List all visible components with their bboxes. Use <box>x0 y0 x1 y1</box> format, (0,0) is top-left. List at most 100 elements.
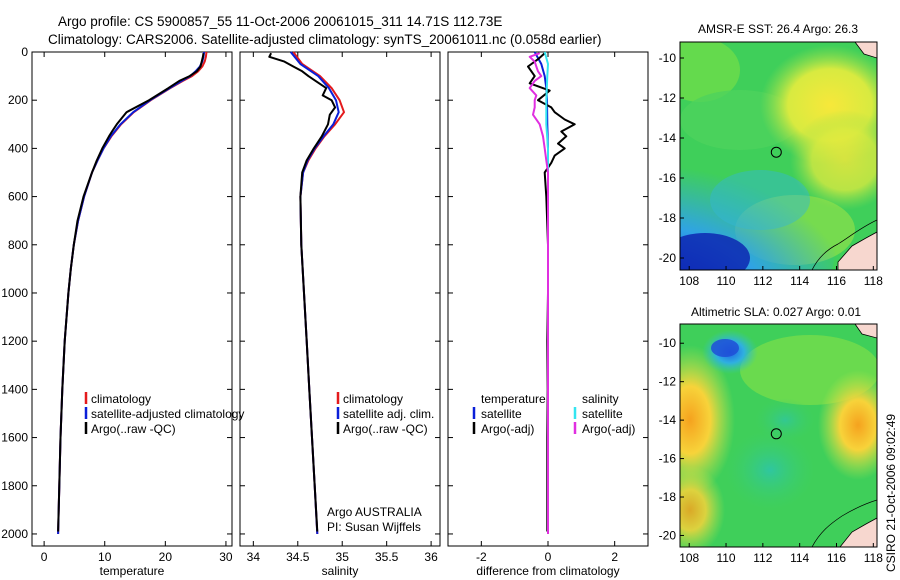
legend-label-temp-argo: Argo(-adj) <box>481 422 534 436</box>
x-tick-label: 2 <box>611 550 618 564</box>
temperature-xlabel: temperature <box>100 564 165 578</box>
series-line-climatology <box>57 51 208 535</box>
argo-australia-label: Argo AUSTRALIA <box>327 505 422 519</box>
series-line-argo-raw-qc- <box>57 53 205 532</box>
sla-heatmap <box>680 324 877 547</box>
y-tick-label: 400 <box>8 141 28 155</box>
map-y-tick-label: -14 <box>659 413 677 427</box>
legend-label-satellite: satellite-adjusted climatology <box>91 407 244 421</box>
salinity-ticks: 34 34.5 35 35.5 36 <box>240 51 440 564</box>
map-x-tick-label: 116 <box>827 274 846 288</box>
legend-header-temperature: temperature <box>481 392 546 406</box>
series-line-salinity-argo-adj- <box>528 52 549 534</box>
map-y-tick-label: -20 <box>659 251 677 265</box>
map-x-tick-label: 108 <box>679 551 699 565</box>
series-line-temperature-argo-adj- <box>527 52 576 532</box>
sst-map-panel: AMSR-E SST: 26.4 Argo: 26.3 108 110 112 114… <box>659 22 884 288</box>
series-line-climatology <box>292 51 345 535</box>
map-x-tick-label: 110 <box>716 551 735 565</box>
sla-map-panel: Altimetric SLA: 0.027 Argo: 0.01 108 110 1… <box>659 305 884 565</box>
temperature-panel: 0 10 20 30 0 200 400 600 800 1000 1200 1400 1600 1800… <box>1 45 244 578</box>
salinity-legend: climatology satellite adj. clim. Argo(..… <box>336 392 434 436</box>
difference-xlabel: difference from climatology <box>476 564 619 578</box>
figure-title-line1: Argo profile: CS 5900857_55 11-Oct-2006 … <box>58 14 502 29</box>
y-tick-label: 200 <box>8 93 28 107</box>
x-tick-label: 35.5 <box>375 550 399 564</box>
legend-label-climatology: climatology <box>343 392 403 406</box>
x-tick-label: 0 <box>545 550 552 564</box>
temperature-lines <box>57 51 208 535</box>
legend-label-argo: Argo(..raw -QC) <box>343 422 428 436</box>
sla-argo-marker <box>770 428 782 440</box>
sst-map-frame <box>679 41 878 271</box>
map-x-tick-label: 112 <box>753 551 772 565</box>
series-line-argo-raw-qc- <box>268 52 337 532</box>
salinity-panel: 34 34.5 35 35.5 36 salinity climatology sate… <box>239 51 441 578</box>
legend-label-climatology: climatology <box>91 392 151 406</box>
map-x-tick-label: 118 <box>864 274 883 288</box>
legend-label-argo: Argo(..raw -QC) <box>91 422 176 436</box>
map-y-tick-label: -16 <box>659 452 677 466</box>
map-y-tick-label: -18 <box>659 490 677 504</box>
x-tick-label: 0 <box>41 550 48 564</box>
y-tick-label: 1200 <box>1 334 28 348</box>
x-tick-label: 34 <box>247 550 261 564</box>
series-line-satellite-adj-clim- <box>289 51 340 535</box>
difference-panel: -2 0 2 difference from climatology tempera… <box>447 51 649 578</box>
map-y-tick-label: -10 <box>659 51 677 65</box>
map-x-tick-label: 118 <box>864 551 883 565</box>
x-tick-label: 35 <box>336 550 350 564</box>
legend-header-salinity: salinity <box>582 392 619 406</box>
map-y-tick-label: -10 <box>659 336 677 350</box>
legend-label-satellite: satellite adj. clim. <box>343 407 434 421</box>
legend-label-temp-satellite: satellite <box>481 407 522 421</box>
sst-map-ticks: 108 110 112 114 116 118 -10 -12 -14 -16 -18 -20 <box>659 51 884 288</box>
y-tick-label: 800 <box>8 238 28 252</box>
map-x-tick-label: 108 <box>679 274 699 288</box>
y-tick-label: 1400 <box>1 382 28 396</box>
salinity-xlabel: salinity <box>322 564 359 578</box>
sst-argo-marker <box>770 146 782 158</box>
y-tick-label: 0 <box>21 45 28 59</box>
pi-label: PI: Susan Wijffels <box>327 520 421 534</box>
temperature-ticks: 0 10 20 30 0 200 400 600 800 1000 1200 1400 1600 1800… <box>1 45 233 564</box>
sla-map-ticks: 108 110 112 114 116 118 -10 -12 -14 -16 -18 -20 <box>659 336 884 565</box>
x-tick-label: 34.5 <box>286 550 310 564</box>
map-x-tick-label: 114 <box>790 551 809 565</box>
csiro-timestamp: CSIRO 21-Oct-2006 09:02:49 <box>884 414 898 572</box>
map-y-tick-label: -20 <box>659 528 677 542</box>
temperature-axes-frame <box>31 51 233 547</box>
legend-label-sal-argo: Argo(-adj) <box>582 422 635 436</box>
map-y-tick-label: -18 <box>659 211 677 225</box>
sst-heatmap <box>680 42 877 270</box>
map-y-tick-label: -16 <box>659 171 677 185</box>
map-x-tick-label: 114 <box>790 274 809 288</box>
sla-map-frame <box>679 323 878 548</box>
x-tick-label: 20 <box>159 550 173 564</box>
x-tick-label: -2 <box>476 550 487 564</box>
salinity-axes-frame <box>239 51 441 547</box>
x-tick-label: 30 <box>219 550 233 564</box>
x-tick-label: 10 <box>98 550 112 564</box>
y-tick-label: 1000 <box>1 286 28 300</box>
map-y-tick-label: -12 <box>659 375 677 389</box>
y-tick-label: 1600 <box>1 431 28 445</box>
difference-lines <box>527 51 576 534</box>
salinity-lines <box>268 51 345 535</box>
figure-title-line2: Climatology: CARS2006. Satellite-adjuste… <box>48 32 602 47</box>
map-x-tick-label: 110 <box>716 274 735 288</box>
y-tick-label: 1800 <box>1 479 28 493</box>
difference-legend: temperature satellite Argo(-adj) salinit… <box>472 392 635 436</box>
sst-map-title: AMSR-E SST: 26.4 Argo: 26.3 <box>698 22 858 36</box>
sla-map-title: Altimetric SLA: 0.027 Argo: 0.01 <box>691 305 861 319</box>
y-tick-label: 2000 <box>1 527 28 541</box>
map-y-tick-label: -14 <box>659 131 677 145</box>
difference-ticks: -2 0 2 <box>448 51 648 564</box>
x-tick-label: 36 <box>424 550 438 564</box>
map-y-tick-label: -12 <box>659 91 677 105</box>
y-tick-label: 600 <box>8 190 28 204</box>
legend-label-sal-satellite: satellite <box>582 407 623 421</box>
map-x-tick-label: 112 <box>753 274 772 288</box>
series-line-satellite-adjusted-climatology <box>57 51 206 535</box>
